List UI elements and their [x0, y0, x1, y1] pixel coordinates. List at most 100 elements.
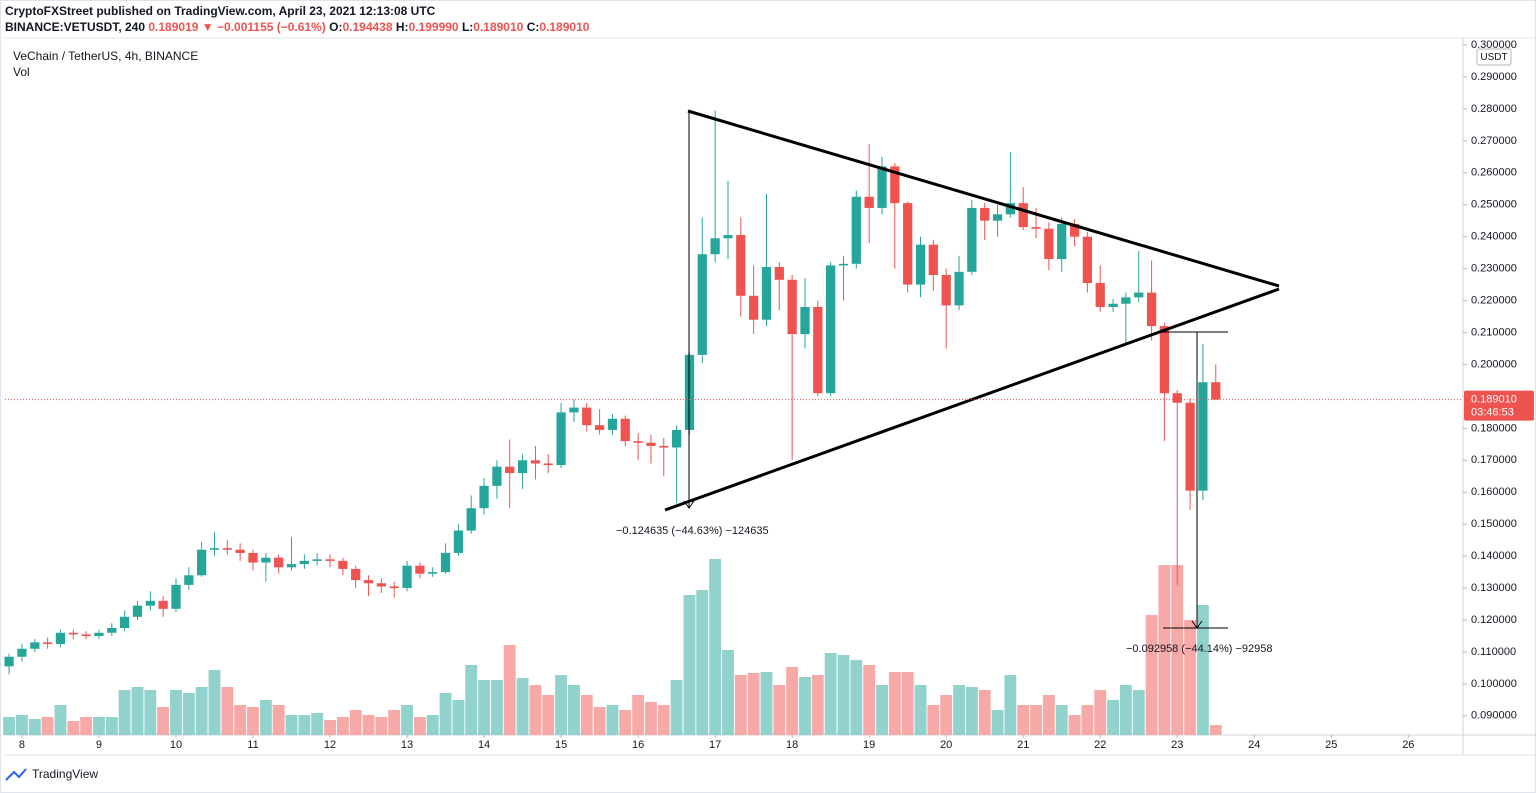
volume-bar — [1107, 700, 1120, 735]
candle-body — [466, 508, 476, 531]
volume-bar — [657, 705, 670, 735]
candle-body — [826, 265, 836, 394]
x-tick-label: 18 — [786, 739, 798, 751]
candle-body — [299, 560, 310, 565]
volume-label: Vol — [13, 65, 30, 79]
volume-bar — [1196, 605, 1209, 735]
volume-bar — [709, 559, 722, 735]
candle-body — [4, 656, 14, 667]
candle-body — [1005, 203, 1015, 215]
candle-body — [1031, 227, 1041, 229]
candle-body — [1069, 223, 1080, 237]
x-tick-label: 15 — [555, 739, 567, 751]
candle-body — [774, 267, 784, 280]
x-tick-label: 22 — [1094, 739, 1106, 751]
candle-body — [1185, 402, 1195, 491]
x-tick-label: 21 — [1017, 739, 1029, 751]
volume-bar — [1158, 565, 1171, 735]
volume-bar — [568, 685, 580, 735]
candle-body — [582, 407, 592, 426]
candle-body — [903, 203, 913, 285]
volume-bar — [747, 673, 760, 735]
volume-bar — [786, 667, 799, 735]
volume-bar — [670, 680, 683, 735]
volume-bar — [28, 719, 41, 735]
volume-bar — [426, 715, 439, 735]
candle-body — [415, 565, 425, 574]
volume-bar — [1171, 565, 1184, 735]
volume-bar — [413, 717, 426, 735]
candle-body — [556, 412, 566, 466]
volume-bar — [465, 665, 478, 735]
volume-bar — [760, 672, 773, 735]
candle-body — [941, 275, 951, 306]
volume-bar — [696, 590, 709, 735]
x-tick-label: 9 — [96, 739, 102, 751]
x-tick-label: 16 — [632, 739, 644, 751]
volume-bar — [490, 680, 503, 735]
candle-body — [351, 568, 361, 581]
x-tick-label: 13 — [401, 739, 413, 751]
chart-title: VeChain / TetherUS, 4h, BINANCE — [13, 49, 198, 63]
header-line: BINANCE:VETUSDT, 240 0.189019 ▼ −0.00115… — [5, 20, 590, 34]
candle-body — [274, 557, 284, 568]
ohlc-value: 0.189010 — [473, 20, 523, 34]
publish-note: CryptoFXStreet published on TradingView.… — [5, 4, 436, 18]
volume-bar — [439, 693, 452, 735]
volume-bar — [285, 715, 298, 735]
x-tick-label: 25 — [1325, 739, 1337, 751]
candle-body — [119, 616, 130, 628]
logo-mark — [5, 768, 27, 781]
volume-bar — [401, 705, 413, 735]
y-tick-label: 0.300000 — [1471, 39, 1517, 51]
volume-bar — [195, 687, 208, 735]
candle-body — [569, 407, 579, 413]
measure-label: −0.124635 (−44.63%) −124635 — [616, 525, 769, 537]
candle-body — [671, 429, 682, 448]
volume-bar — [54, 705, 67, 735]
x-tick-label: 23 — [1171, 739, 1183, 751]
volume-bar — [863, 665, 876, 735]
candle-body — [761, 267, 772, 320]
volume-bar — [991, 710, 1004, 735]
candle-body — [338, 560, 348, 569]
volume-bar — [1004, 675, 1017, 735]
volume-bar — [683, 595, 696, 735]
candle-body — [736, 235, 746, 296]
candle-body — [620, 418, 630, 442]
volume-bar — [811, 675, 824, 735]
y-tick-label: 0.100000 — [1471, 678, 1517, 690]
candle-body — [171, 584, 181, 609]
volume-bar — [824, 653, 837, 735]
candle-body — [1121, 297, 1131, 304]
volume-bar — [542, 695, 555, 735]
candle-body — [184, 575, 194, 585]
candle-body — [42, 642, 53, 644]
candle-body — [1146, 292, 1157, 327]
candle-body — [1108, 303, 1118, 307]
candle-body — [286, 564, 297, 568]
volume-bar — [3, 717, 16, 735]
volume-bar — [876, 685, 888, 735]
volume-bar — [914, 685, 927, 735]
y-tick-label: 0.270000 — [1471, 135, 1517, 147]
candle-body — [915, 244, 926, 285]
candle-body — [363, 580, 374, 584]
volume-bar — [1030, 705, 1043, 735]
volume-bar — [1042, 695, 1055, 735]
x-tick-label: 26 — [1402, 739, 1414, 751]
volume-bar — [67, 721, 80, 735]
volume-bar — [619, 710, 632, 735]
volume-bar — [555, 675, 568, 735]
candle-body — [209, 548, 220, 550]
volume-bar — [349, 710, 362, 735]
y-tick-label: 0.220000 — [1471, 294, 1517, 306]
volume-bar — [336, 717, 349, 735]
candle-body — [980, 207, 990, 221]
volume-bar — [1094, 690, 1107, 735]
volume-bar — [773, 685, 786, 735]
volume-bar — [182, 693, 195, 735]
candle-body — [723, 235, 733, 239]
volume-bar — [311, 713, 324, 735]
volume-bar — [362, 715, 375, 735]
